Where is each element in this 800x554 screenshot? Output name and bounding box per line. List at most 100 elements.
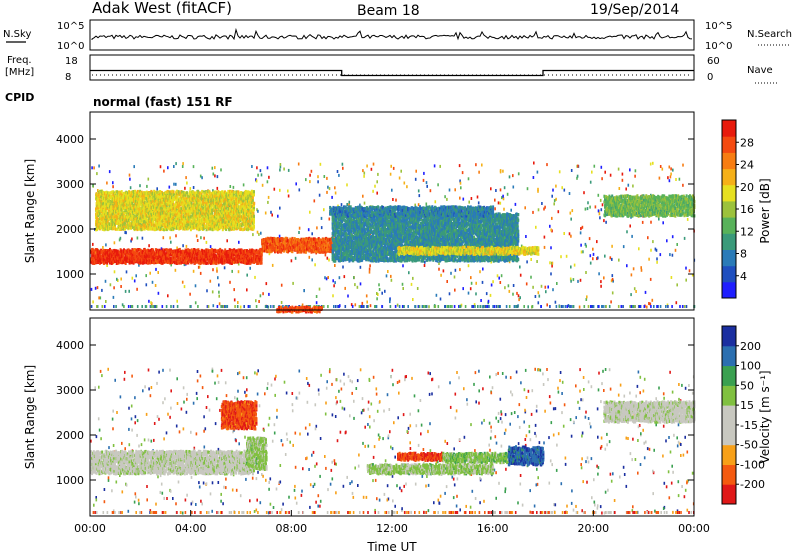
near-range-echo	[499, 305, 501, 308]
near-range-echo	[488, 305, 490, 308]
scatter-echo	[217, 175, 219, 178]
scatter-echo	[158, 292, 160, 295]
scatter-echo	[175, 234, 177, 237]
scatter-echo	[656, 261, 658, 264]
near-range-echo	[352, 305, 354, 308]
scatter-echo	[630, 293, 632, 296]
scatter-echo	[532, 286, 534, 289]
scatter-echo	[324, 276, 326, 279]
scatter-echo	[224, 266, 226, 269]
near-range-echo	[217, 305, 219, 308]
scatter-echo	[311, 232, 313, 235]
scatter-echo	[231, 270, 233, 273]
band-echo	[173, 190, 175, 193]
scatter-echo	[479, 270, 481, 273]
scatter-echo	[671, 276, 673, 279]
scatter-echo	[650, 163, 652, 166]
scatter-echo	[213, 173, 215, 176]
scatter-echo	[599, 216, 601, 219]
near-range-echo	[225, 305, 227, 308]
scatter-echo	[670, 173, 672, 176]
scatter-echo	[402, 264, 404, 267]
scatter-echo	[504, 286, 506, 289]
scatter-echo	[314, 263, 316, 266]
scatter-echo	[134, 279, 136, 282]
scatter-echo	[97, 286, 99, 289]
scatter-echo	[569, 192, 571, 195]
scatter-echo	[552, 189, 554, 192]
near-range-echo	[656, 305, 658, 308]
scatter-echo	[317, 175, 319, 178]
scatter-echo	[362, 169, 364, 172]
scatter-echo	[120, 285, 122, 288]
scatter-echo	[419, 194, 421, 197]
scatter-echo	[287, 190, 289, 193]
near-range-echo	[565, 305, 567, 308]
scatter-echo	[366, 301, 368, 304]
scatter-echo	[125, 290, 127, 293]
scatter-echo	[656, 249, 658, 252]
scatter-echo	[622, 179, 624, 182]
scatter-echo	[324, 175, 326, 178]
scatter-echo	[362, 195, 364, 198]
near-range-echo	[446, 305, 448, 308]
scatter-echo	[210, 245, 212, 248]
scatter-echo	[355, 303, 357, 306]
near-range-echo	[618, 305, 620, 308]
scatter-echo	[490, 294, 492, 297]
scatter-echo	[163, 236, 165, 239]
scatter-echo	[390, 275, 392, 278]
scatter-echo	[423, 179, 425, 182]
scatter-echo	[580, 227, 582, 230]
scatter-echo	[685, 279, 687, 282]
scatter-echo	[376, 192, 378, 195]
scatter-echo	[381, 292, 383, 295]
scatter-echo	[423, 172, 425, 175]
scatter-echo	[354, 283, 356, 286]
scatter-echo	[463, 198, 465, 201]
scatter-echo	[526, 282, 528, 285]
scatter-echo	[219, 302, 221, 305]
scatter-echo	[399, 177, 401, 180]
frequency-panel: Freq. [MHz] 18 8 60 0 Nave CPID normal (…	[5, 55, 778, 109]
scatter-echo	[502, 195, 504, 198]
scatter-echo	[305, 178, 307, 181]
scatter-echo	[558, 210, 560, 213]
scatter-echo	[212, 167, 214, 170]
near-range-echo	[414, 305, 416, 308]
scatter-echo	[402, 283, 404, 286]
scatter-echo	[233, 288, 235, 291]
scatter-echo	[327, 186, 329, 189]
scatter-echo	[470, 287, 472, 290]
scatter-echo	[327, 276, 329, 279]
scatter-echo	[599, 212, 601, 215]
scatter-echo	[553, 202, 555, 205]
scatter-echo	[597, 256, 599, 259]
scatter-echo	[571, 169, 573, 172]
scatter-echo	[582, 250, 584, 253]
scatter-echo	[590, 262, 592, 265]
scatter-echo	[494, 207, 496, 210]
scatter-echo	[468, 201, 470, 204]
near-range-echo	[376, 305, 378, 308]
scatter-echo	[412, 277, 414, 280]
near-range-echo	[622, 305, 624, 308]
scatter-echo	[626, 264, 628, 267]
scatter-echo	[515, 203, 517, 206]
scatter-echo	[113, 296, 115, 299]
scatter-echo	[550, 246, 552, 249]
near-range-echo	[485, 305, 487, 308]
scatter-echo	[135, 274, 137, 277]
scatter-echo	[281, 284, 283, 287]
scatter-echo	[155, 268, 157, 271]
scatter-echo	[604, 255, 606, 258]
scatter-echo	[334, 264, 336, 267]
scatter-echo	[564, 189, 566, 192]
scatter-echo	[332, 294, 334, 297]
scatter-echo	[454, 289, 456, 292]
scatter-echo	[580, 279, 582, 282]
scatter-echo	[435, 200, 437, 203]
scatter-echo	[200, 272, 202, 275]
scatter-echo	[101, 289, 103, 292]
scatter-echo	[580, 244, 582, 247]
